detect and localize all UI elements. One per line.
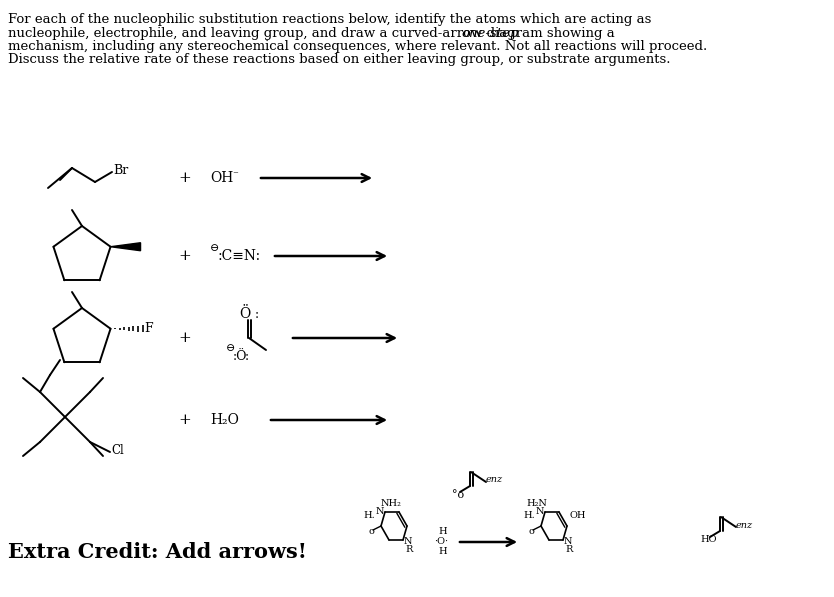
Text: nucleophile, electrophile, and leaving group, and draw a curved-arrow diagram sh: nucleophile, electrophile, and leaving g…	[8, 26, 619, 39]
Text: Cl: Cl	[111, 444, 123, 457]
Text: OH: OH	[210, 171, 234, 185]
Polygon shape	[111, 243, 141, 251]
Text: ·O·: ·O·	[434, 537, 448, 546]
Text: Extra Credit: Add arrows!: Extra Credit: Add arrows!	[8, 542, 307, 562]
Text: N: N	[535, 506, 544, 515]
Text: F: F	[144, 322, 153, 336]
Text: ⁻: ⁻	[232, 170, 238, 180]
Text: Ö: Ö	[239, 307, 251, 321]
Text: H.: H.	[523, 512, 535, 521]
Text: °o: °o	[452, 490, 465, 500]
Text: +: +	[178, 331, 191, 345]
Text: H.: H.	[364, 512, 375, 521]
Text: o: o	[369, 528, 374, 537]
Text: H: H	[439, 547, 447, 556]
Text: +: +	[178, 249, 191, 263]
Text: :Ö: :Ö	[233, 349, 248, 362]
Text: For each of the nucleophilic substitution reactions below, identify the atoms wh: For each of the nucleophilic substitutio…	[8, 13, 651, 26]
Text: N: N	[564, 537, 572, 546]
Text: enz: enz	[736, 521, 753, 530]
Text: OH: OH	[570, 512, 586, 521]
Text: ⊖: ⊖	[226, 343, 235, 353]
Text: :: :	[255, 307, 259, 321]
Text: o: o	[529, 528, 535, 537]
Text: N: N	[375, 506, 384, 515]
Text: enz: enz	[486, 475, 503, 485]
Text: mechanism, including any stereochemical consequences, where relevant. Not all re: mechanism, including any stereochemical …	[8, 40, 707, 53]
Text: +: +	[178, 171, 191, 185]
Text: :: :	[245, 349, 249, 362]
Text: +: +	[178, 413, 191, 427]
Text: H: H	[439, 528, 447, 537]
Text: NH₂: NH₂	[380, 500, 401, 509]
Text: one-step: one-step	[461, 26, 519, 39]
Text: Br: Br	[113, 165, 128, 177]
Text: :C≡N:: :C≡N:	[218, 249, 261, 263]
Text: H₂N: H₂N	[526, 500, 547, 509]
Text: Discuss the relative rate of these reactions based on either leaving group, or s: Discuss the relative rate of these react…	[8, 54, 671, 66]
Text: H₂O: H₂O	[210, 413, 239, 427]
Text: HO: HO	[700, 536, 716, 544]
Text: N: N	[404, 537, 413, 546]
Text: R: R	[405, 546, 412, 555]
Text: R: R	[565, 546, 572, 555]
Text: ⊖: ⊖	[210, 243, 219, 253]
